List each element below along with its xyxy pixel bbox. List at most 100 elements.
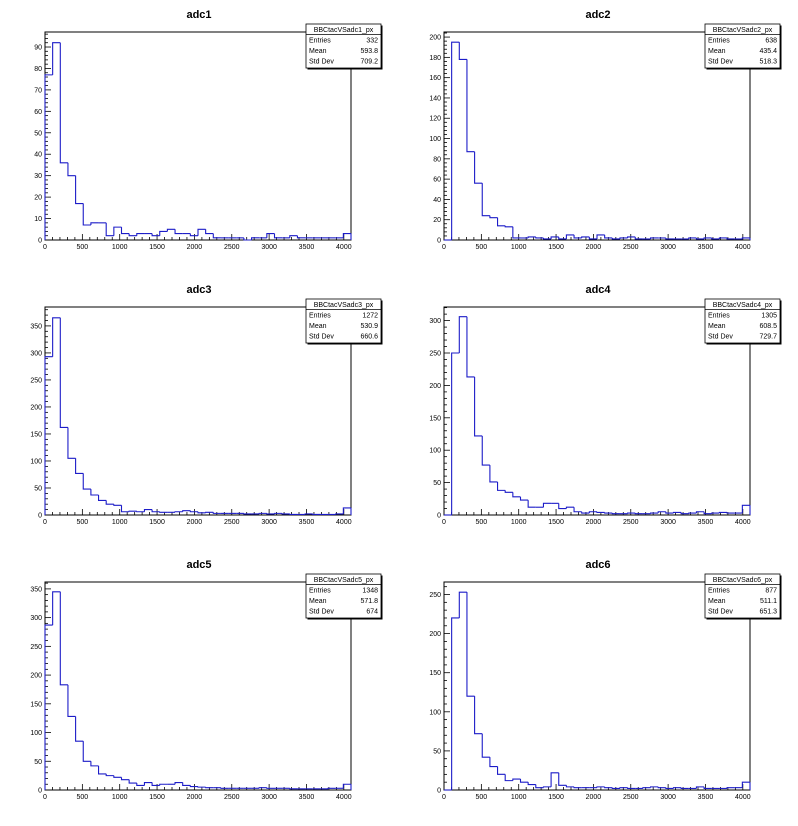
histogram-bin	[718, 237, 728, 239]
histogram-pad-adc5: adc5 0 500 1000 1500 2000 2500 3000 3500 4000 0 50 1…	[0, 550, 399, 825]
y-tick-label: 0	[437, 238, 441, 245]
histogram-bin	[90, 222, 99, 225]
histogram-bin	[481, 183, 490, 217]
x-tick-label: 500	[77, 244, 89, 251]
histogram-bin	[611, 513, 620, 515]
stats-label: Mean	[708, 598, 726, 605]
y-tick-label: 300	[429, 318, 441, 325]
histogram-bin	[665, 787, 674, 789]
x-tick-label: 4000	[336, 519, 352, 526]
histogram-bin	[105, 773, 114, 777]
x-tick-label: 0	[442, 244, 446, 251]
histogram-bin	[220, 787, 229, 789]
stats-label: Mean	[708, 48, 726, 55]
stats-value: 660.6	[360, 334, 378, 341]
x-tick-label: 3500	[698, 519, 714, 526]
histogram-bin	[650, 237, 659, 239]
x-tick-label: 3500	[299, 244, 315, 251]
stats-label: Mean	[309, 598, 327, 605]
x-tick-label: 1500	[149, 519, 165, 526]
histogram-bin	[451, 617, 460, 790]
histogram-bin	[672, 787, 682, 789]
histogram-bin	[266, 787, 275, 789]
histogram-bin	[688, 237, 697, 239]
y-tick-label: 50	[433, 748, 441, 755]
histogram-bin	[634, 513, 643, 515]
chart-title: adc5	[186, 559, 211, 571]
histogram-bin	[581, 236, 590, 238]
y-tick-label: 0	[38, 788, 42, 795]
histogram-bin	[627, 512, 636, 514]
histogram-bin	[212, 512, 221, 514]
x-tick-label: 500	[476, 519, 488, 526]
histogram-bin	[327, 787, 336, 789]
histogram-bin	[619, 787, 628, 789]
stats-label: Mean	[708, 323, 726, 330]
histogram-bin	[113, 226, 122, 236]
histogram-bin	[59, 317, 68, 429]
histogram-bin	[519, 779, 529, 783]
histogram-bin	[741, 504, 750, 514]
x-tick-label: 1500	[548, 519, 564, 526]
y-tick-label: 350	[30, 323, 42, 330]
histogram-bin	[67, 162, 76, 177]
histogram-bin	[565, 785, 575, 788]
histogram-bin	[703, 786, 712, 789]
histogram-bin	[120, 777, 130, 781]
x-tick-label: 4000	[735, 519, 751, 526]
chart-title: adc6	[585, 559, 610, 571]
x-tick-label: 500	[476, 794, 488, 801]
stats-value: 1305	[761, 313, 777, 320]
x-tick-label: 1500	[548, 244, 564, 251]
x-tick-label: 2500	[623, 519, 639, 526]
histogram-bin	[458, 316, 467, 354]
y-tick-label: 0	[38, 513, 42, 520]
histogram-bin	[197, 228, 206, 236]
stats-box: BBCtacVSadc2_px Entries 638 Mean 435.4 Std De…	[704, 23, 782, 70]
histogram-bin	[512, 778, 521, 781]
x-tick-label: 500	[77, 794, 89, 801]
histogram-bin	[159, 230, 168, 236]
chart-title: adc3	[186, 284, 211, 296]
histogram-bin	[665, 511, 674, 514]
histogram-bin	[98, 495, 107, 501]
histogram-series	[44, 591, 352, 790]
histogram-bin	[550, 772, 559, 787]
y-tick-label: 60	[34, 109, 42, 116]
histogram-bin	[67, 427, 76, 459]
stats-value: 709.2	[360, 59, 378, 66]
histogram-bin	[650, 786, 659, 788]
histogram-bin	[504, 490, 513, 493]
histogram-svg: adc5 0 500 1000 1500 2000 2500 3000 3500 4000 0 50 1…	[30, 559, 383, 801]
y-tick-label: 250	[429, 351, 441, 358]
histogram-bin	[174, 781, 183, 785]
histogram-bin	[688, 512, 697, 514]
y-tick-label: 0	[437, 788, 441, 795]
histogram-bin	[497, 766, 506, 775]
histogram-bin	[642, 787, 651, 789]
y-tick-label: 0	[38, 238, 42, 245]
stats-value: 638	[765, 38, 777, 45]
y-tick-label: 0	[437, 513, 441, 520]
histogram-bin	[596, 511, 605, 513]
stats-name: BBCtacVSadc2_px	[713, 27, 773, 34]
stats-label: Std Dev	[708, 334, 733, 341]
histogram-pad-adc2: adc2 0 500 1000 1500 2000 2500 3000 3500 4000 0 20 4…	[399, 0, 798, 275]
y-tick-label: 10	[34, 216, 42, 223]
histogram-bin	[481, 435, 490, 466]
histogram-bin	[519, 496, 529, 501]
y-tick-label: 60	[433, 177, 441, 184]
stats-value: 674	[366, 609, 378, 616]
histogram-bin	[251, 237, 260, 240]
histogram-bin	[504, 774, 513, 782]
stats-label: Std Dev	[708, 59, 733, 66]
histogram-bin	[680, 512, 689, 515]
histogram-bin	[59, 591, 68, 686]
histogram-bin	[466, 316, 475, 378]
x-tick-label: 2000	[187, 519, 203, 526]
x-tick-label: 0	[43, 519, 47, 526]
histogram-bin	[451, 352, 460, 515]
histogram-bin	[558, 503, 567, 510]
y-tick-label: 20	[433, 217, 441, 224]
histogram-bin	[312, 513, 321, 516]
